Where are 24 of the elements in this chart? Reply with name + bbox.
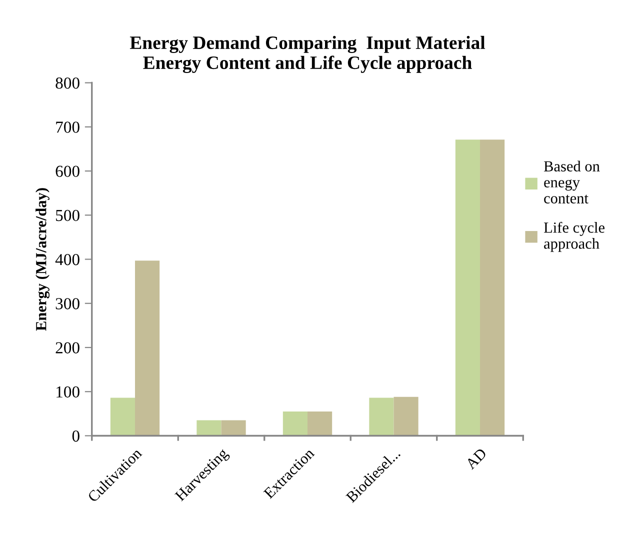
bar bbox=[369, 398, 394, 436]
legend-label: Life cycle approach bbox=[544, 222, 604, 252]
bar bbox=[135, 260, 160, 436]
y-tick-label: 500 bbox=[56, 210, 80, 222]
y-tick-label: 0 bbox=[72, 430, 80, 442]
bar bbox=[394, 396, 418, 436]
y-tick-label: 400 bbox=[55, 254, 80, 266]
y-axis-title: Energy (MJ/acre/day) bbox=[36, 188, 50, 331]
bar bbox=[282, 411, 308, 436]
bar bbox=[196, 420, 222, 436]
chart-title: Energy Demand Comparing Input Material Energy Content and Life Cycle approach bbox=[130, 36, 486, 74]
x-tick-label: AD bbox=[464, 448, 488, 470]
bar bbox=[308, 411, 332, 436]
bar bbox=[221, 420, 246, 436]
y-tick-label: 800 bbox=[56, 77, 80, 89]
y-tick-label: 200 bbox=[56, 342, 80, 354]
bar bbox=[455, 140, 480, 436]
y-tick-label: 600 bbox=[56, 166, 80, 177]
y-tick-label: 300 bbox=[56, 298, 80, 310]
legend-label: Based on enegy content bbox=[544, 160, 600, 204]
y-tick-label: 700 bbox=[56, 122, 80, 133]
y-tick-label: 100 bbox=[56, 386, 80, 398]
bar bbox=[110, 398, 135, 436]
bar bbox=[480, 140, 505, 436]
